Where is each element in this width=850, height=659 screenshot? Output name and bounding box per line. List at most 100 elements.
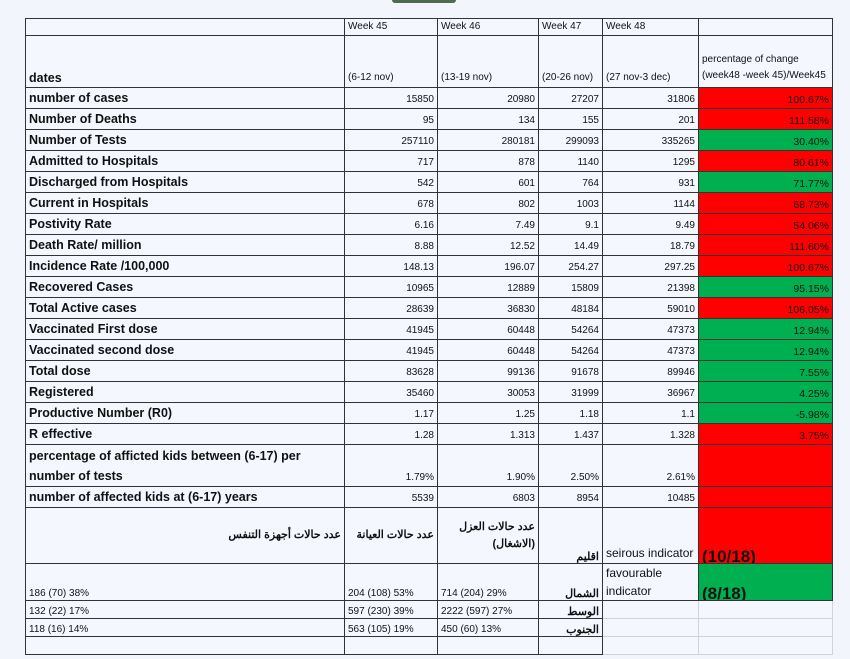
week-value: 1.25 [437,402,539,424]
week-value: 9.49 [602,213,699,235]
week-value: 1003 [538,192,603,214]
change-value: 68.73% [698,192,833,214]
week-value: 1.18 [538,402,603,424]
regional-row: 132 (22) 17% 597 (230) 39% 2222 (597) 27% ا… [25,600,833,619]
week-value: 601 [437,171,539,193]
region-name: الجنوب [538,618,603,637]
empty-cell [344,636,438,655]
week-value: 148.13 [344,255,438,277]
table-row: Vaccinated First dose 41945 60448 54264 4737… [25,318,833,340]
week-value: 6.16 [344,213,438,235]
table-row: Recovered Cases 10965 12889 15809 21398 95.15… [25,276,833,298]
week-value: 299093 [538,129,603,151]
row-label: Recovered Cases [25,276,345,298]
serious-indicator-label: seirous indicator [602,507,699,564]
empty-cell [538,636,603,655]
change-value: -5.98% [698,402,833,424]
week-value: 89946 [602,360,699,382]
week-value: 7.49 [437,213,539,235]
regional-header-row: عدد حالات أجهزة التنفس عدد حالات العيانة ع… [25,507,833,564]
change-value: 100.67% [698,255,833,277]
week-value: 41945 [344,318,438,340]
region-name: الشمال [538,563,603,601]
regional-column-header: عدد حالات العيانة [344,507,438,564]
regional-row: 118 (16) 14% 563 (105) 19% 450 (60) 13% الج… [25,618,833,637]
date-range: (13-19 nov) [437,35,539,88]
regional-value: 714 (204) 29% [437,563,539,601]
row-label: Number of Deaths [25,108,345,130]
week-value: 30053 [437,381,539,403]
row-label: Admitted to Hospitals [25,150,345,172]
row-label: number of cases [25,87,345,109]
change-value [698,444,833,487]
regional-value: 563 (105) 19% [344,618,438,637]
favourable-indicator-value: (8/18) [698,563,833,601]
empty-cell [602,618,699,637]
week-value: 9.1 [538,213,603,235]
week-value: 5539 [344,486,438,508]
change-value: 54.06% [698,213,833,235]
serious-indicator-value: (10/18) [698,507,833,564]
empty-cell [698,18,833,36]
week-value: 14.49 [538,234,603,256]
week-value: 1.313 [437,423,539,445]
date-range-row: dates (6-12 nov) (13-19 nov) (20-26 nov)… [25,35,833,88]
week-value: 54264 [538,339,603,361]
change-value [698,486,833,508]
regional-value: 186 (70) 38% [25,563,345,601]
table-row: Discharged from Hospitals 542 601 764 931 71.… [25,171,833,193]
week-value: 8.88 [344,234,438,256]
week-value: 95 [344,108,438,130]
week-value: 1295 [602,150,699,172]
week-value: 91678 [538,360,603,382]
change-value: 100.67% [698,87,833,109]
table-row: R effective 1.28 1.313 1.437 1.328 3.75% [25,423,833,445]
row-label: number of affected kids at (6-17) years [25,486,345,508]
week-value: 2.50% [538,444,603,487]
top-button[interactable] [392,0,456,3]
table-row: Postivity Rate 6.16 7.49 9.1 9.49 54.06% [25,213,833,235]
week-value: 1140 [538,150,603,172]
empty-cell [602,600,699,619]
week-value: 257110 [344,129,438,151]
row-label: Total Active cases [25,297,345,319]
row-label: Total dose [25,360,345,382]
week-value: 764 [538,171,603,193]
week-value: 8954 [538,486,603,508]
week-value: 1.90% [437,444,539,487]
regional-value: 597 (230) 39% [344,600,438,619]
regional-value: 2222 (597) 27% [437,600,539,619]
week-header: Week 47 [538,18,603,36]
week-value: 297.25 [602,255,699,277]
row-label: R effective [25,423,345,445]
row-label: Registered [25,381,345,403]
change-value: 3.75% [698,423,833,445]
week-value: 1.328 [602,423,699,445]
empty-cell [25,636,345,655]
row-label: percentage of afficted kids between (6-1… [25,444,345,487]
week-value: 47373 [602,339,699,361]
row-label: Discharged from Hospitals [25,171,345,193]
week-value: 15809 [538,276,603,298]
region-name: الوسط [538,600,603,619]
week-value: 83628 [344,360,438,382]
row-label: Incidence Rate /100,000 [25,255,345,277]
date-range: (27 nov-3 dec) [602,35,699,88]
change-value: 111.58% [698,108,833,130]
change-value: 12.94% [698,339,833,361]
week-value: 20980 [437,87,539,109]
table-row: Number of Deaths 95 134 155 201 111.58% [25,108,833,130]
date-range: (6-12 nov) [344,35,438,88]
week-value: 155 [538,108,603,130]
empty-cell [698,600,833,619]
row-label: Number of Tests [25,129,345,151]
week-value: 36967 [602,381,699,403]
date-range: (20-26 nov) [538,35,603,88]
week-header: Week 45 [344,18,438,36]
table-row: Registered 35460 30053 31999 36967 4.25% [25,381,833,403]
week-value: 60448 [437,318,539,340]
week-value: 2.61% [602,444,699,487]
week-value: 678 [344,192,438,214]
change-value: 71.77% [698,171,833,193]
region-column-header: اقليم [538,507,603,564]
